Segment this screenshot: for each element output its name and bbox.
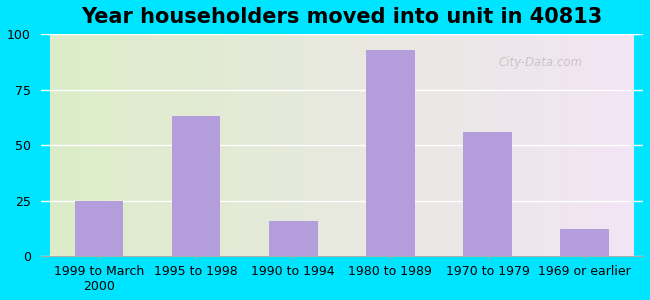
Bar — [75, 200, 123, 256]
Bar — [560, 230, 609, 256]
Bar — [172, 116, 220, 256]
Bar — [463, 132, 512, 256]
Bar — [366, 50, 415, 256]
Text: City-Data.com: City-Data.com — [499, 56, 582, 69]
Title: Year householders moved into unit in 40813: Year householders moved into unit in 408… — [81, 7, 603, 27]
Bar — [269, 220, 317, 256]
